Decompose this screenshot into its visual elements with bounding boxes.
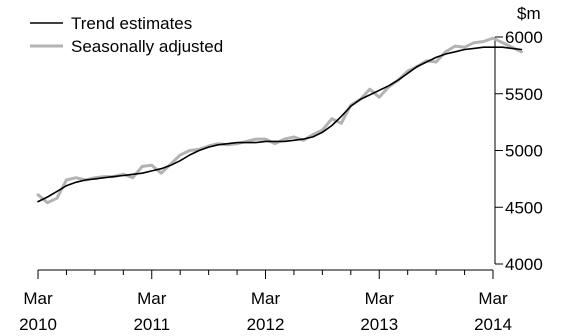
y-tick-label: 6000 bbox=[505, 28, 543, 47]
x-tick-label-month: Mar bbox=[478, 289, 508, 308]
y-tick-label: 4000 bbox=[505, 255, 543, 274]
x-tick-label-month: Mar bbox=[137, 289, 167, 308]
x-tick-label-year: 2014 bbox=[474, 315, 512, 334]
series-line-trend-estimates bbox=[37, 46, 523, 203]
y-tick-label: 5500 bbox=[505, 85, 543, 104]
y-tick-label: 5000 bbox=[505, 142, 543, 161]
legend-label-seasonal: Seasonally adjusted bbox=[71, 37, 223, 56]
x-tick-label-year: 2013 bbox=[360, 315, 398, 334]
y-tick-label: 4500 bbox=[505, 198, 543, 217]
y-axis-unit-label: $m bbox=[517, 4, 541, 23]
x-tick-label-month: Mar bbox=[365, 289, 395, 308]
y-axis: $m 4000 4500 5000 5500 6000 bbox=[494, 4, 543, 274]
series-line-seasonally-adjusted bbox=[36, 36, 523, 205]
x-tick-label-month: Mar bbox=[23, 289, 53, 308]
legend: Trend estimates Seasonally adjusted bbox=[30, 14, 223, 56]
x-axis: Mar 2010 Mar 2011 Mar 2012 Mar 2013 Mar 2014 bbox=[19, 269, 512, 334]
x-tick-label-year: 2011 bbox=[133, 315, 170, 334]
legend-label-trend: Trend estimates bbox=[71, 14, 192, 33]
x-tick-label-year: 2012 bbox=[247, 315, 285, 334]
x-tick-label-year: 2010 bbox=[19, 315, 57, 334]
x-tick-label-month: Mar bbox=[251, 289, 281, 308]
